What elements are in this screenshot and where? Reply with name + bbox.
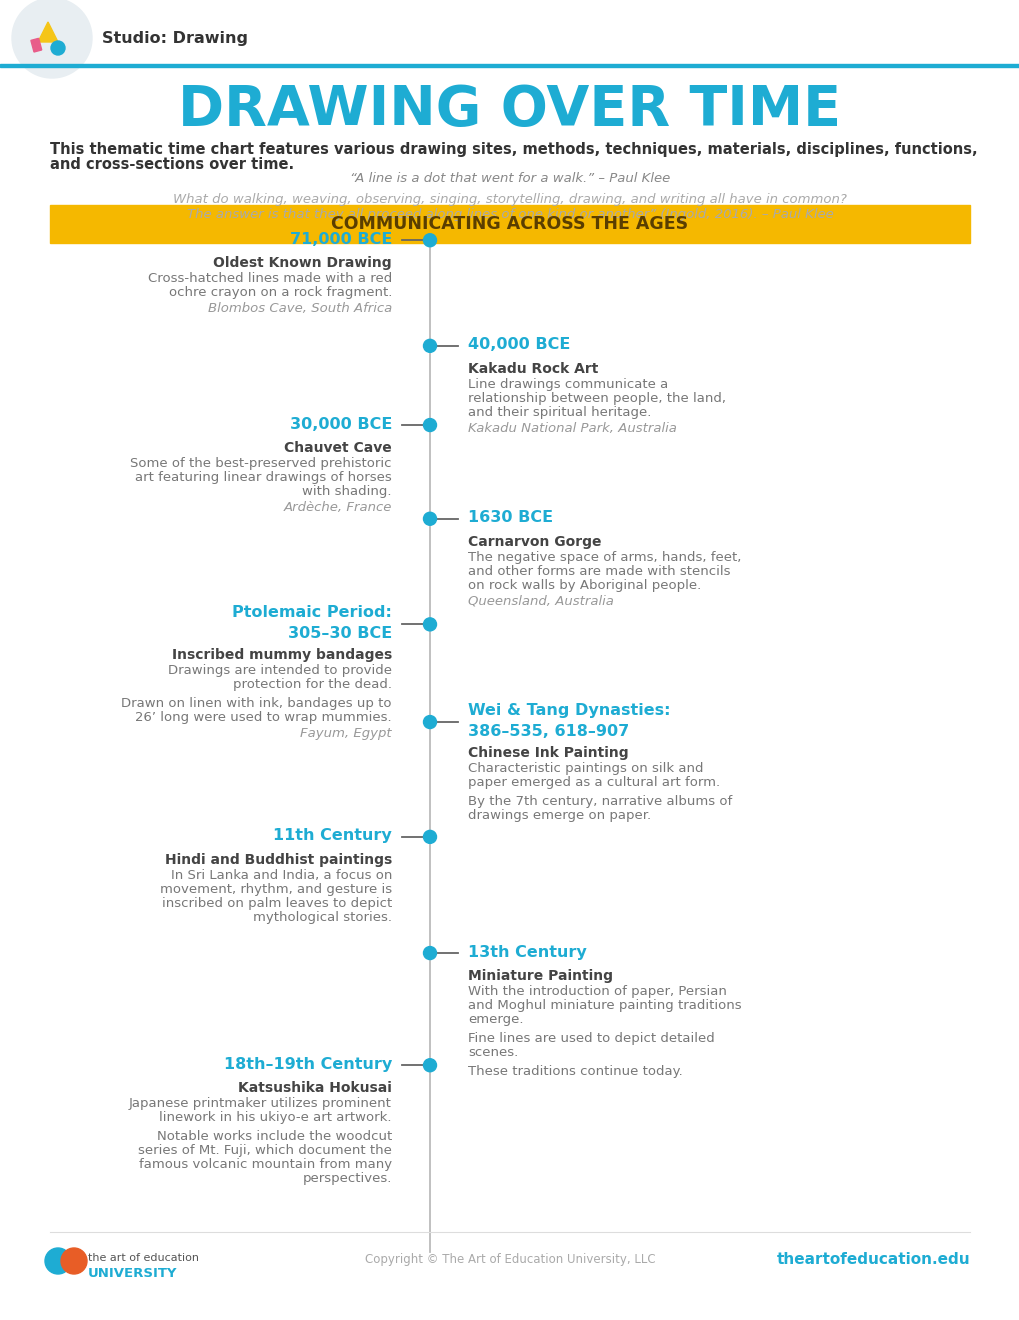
Text: famous volcanic mountain from many: famous volcanic mountain from many xyxy=(139,1158,391,1171)
Text: emerge.: emerge. xyxy=(468,1012,523,1026)
Text: Kakadu Rock Art: Kakadu Rock Art xyxy=(468,362,598,376)
Circle shape xyxy=(51,41,65,55)
Text: 11th Century: 11th Century xyxy=(273,829,391,843)
Circle shape xyxy=(423,830,436,843)
Text: 30,000 BCE: 30,000 BCE xyxy=(289,417,391,432)
Text: 18th–19th Century: 18th–19th Century xyxy=(223,1057,391,1072)
Text: 386–535, 618–907: 386–535, 618–907 xyxy=(468,725,629,739)
Text: Ardèche, France: Ardèche, France xyxy=(283,502,391,513)
Text: Characteristic paintings on silk and: Characteristic paintings on silk and xyxy=(468,762,703,775)
Text: 40,000 BCE: 40,000 BCE xyxy=(468,338,570,352)
Text: Blombos Cave, South Africa: Blombos Cave, South Africa xyxy=(208,302,391,315)
Circle shape xyxy=(423,512,436,525)
Text: Cross-hatched lines made with a red: Cross-hatched lines made with a red xyxy=(148,272,391,285)
Text: on rock walls by Aboriginal people.: on rock walls by Aboriginal people. xyxy=(468,578,701,591)
Text: Miniature Painting: Miniature Painting xyxy=(468,969,612,983)
Text: Studio: Drawing: Studio: Drawing xyxy=(102,30,248,45)
Text: paper emerged as a cultural art form.: paper emerged as a cultural art form. xyxy=(468,776,719,789)
Text: Notable works include the woodcut: Notable works include the woodcut xyxy=(157,1130,391,1143)
Text: Oldest Known Drawing: Oldest Known Drawing xyxy=(213,256,391,271)
Text: Fayum, Egypt: Fayum, Egypt xyxy=(300,727,391,741)
Text: drawings emerge on paper.: drawings emerge on paper. xyxy=(468,809,650,822)
Circle shape xyxy=(423,618,436,631)
Circle shape xyxy=(423,1059,436,1072)
Circle shape xyxy=(61,1247,87,1274)
Text: protection for the dead.: protection for the dead. xyxy=(232,678,391,692)
Text: 305–30 BCE: 305–30 BCE xyxy=(287,627,391,642)
Text: Inscribed mummy bandages: Inscribed mummy bandages xyxy=(171,648,391,663)
Text: Ptolemaic Period:: Ptolemaic Period: xyxy=(232,606,391,620)
Text: mythological stories.: mythological stories. xyxy=(253,911,391,924)
Text: Fine lines are used to depict detailed: Fine lines are used to depict detailed xyxy=(468,1032,714,1045)
Text: Queensland, Australia: Queensland, Australia xyxy=(468,595,613,607)
Text: Kakadu National Park, Australia: Kakadu National Park, Australia xyxy=(468,422,677,434)
Text: This thematic time chart features various drawing sites, methods, techniques, ma: This thematic time chart features variou… xyxy=(50,143,976,157)
Text: COMMUNICATING ACROSS THE AGES: COMMUNICATING ACROSS THE AGES xyxy=(331,215,688,234)
Text: Katsushika Hokusai: Katsushika Hokusai xyxy=(237,1081,391,1096)
Circle shape xyxy=(423,946,436,960)
Text: with shading.: with shading. xyxy=(303,484,391,498)
Text: By the 7th century, narrative albums of: By the 7th century, narrative albums of xyxy=(468,795,732,808)
Text: Line drawings communicate a: Line drawings communicate a xyxy=(468,378,667,391)
Text: Japanese printmaker utilizes prominent: Japanese printmaker utilizes prominent xyxy=(129,1097,391,1110)
Text: inscribed on palm leaves to depict: inscribed on palm leaves to depict xyxy=(162,896,391,909)
Text: the art of education: the art of education xyxy=(88,1253,199,1263)
Text: Drawn on linen with ink, bandages up to: Drawn on linen with ink, bandages up to xyxy=(121,697,391,710)
Circle shape xyxy=(45,1247,71,1274)
Circle shape xyxy=(12,0,92,78)
Circle shape xyxy=(423,418,436,432)
Text: Some of the best-preserved prehistoric: Some of the best-preserved prehistoric xyxy=(130,457,391,470)
Text: series of Mt. Fuji, which document the: series of Mt. Fuji, which document the xyxy=(138,1144,391,1158)
Text: “A line is a dot that went for a walk.” – Paul Klee: “A line is a dot that went for a walk.” … xyxy=(350,172,669,185)
Text: linework in his ukiyo-e art artwork.: linework in his ukiyo-e art artwork. xyxy=(159,1111,391,1125)
Circle shape xyxy=(423,339,436,352)
Text: The answer is that they all proceed along lines of one kind or another” (Ingold,: The answer is that they all proceed alon… xyxy=(186,209,833,220)
Text: Hindi and Buddhist paintings: Hindi and Buddhist paintings xyxy=(165,853,391,867)
Text: and other forms are made with stencils: and other forms are made with stencils xyxy=(468,565,730,578)
Bar xyxy=(50,205,969,243)
Text: Carnarvon Gorge: Carnarvon Gorge xyxy=(468,535,601,549)
Text: UNIVERSITY: UNIVERSITY xyxy=(88,1267,177,1280)
Text: and cross-sections over time.: and cross-sections over time. xyxy=(50,157,293,172)
Text: ochre crayon on a rock fragment.: ochre crayon on a rock fragment. xyxy=(168,286,391,300)
Circle shape xyxy=(423,234,436,247)
Text: and their spiritual heritage.: and their spiritual heritage. xyxy=(468,405,651,418)
Text: art featuring linear drawings of horses: art featuring linear drawings of horses xyxy=(136,471,391,484)
Text: Drawings are intended to provide: Drawings are intended to provide xyxy=(168,664,391,677)
Text: What do walking, weaving, observing, singing, storytelling, drawing, and writing: What do walking, weaving, observing, sin… xyxy=(173,193,846,206)
Text: scenes.: scenes. xyxy=(468,1045,518,1059)
Text: theartofeducation.edu: theartofeducation.edu xyxy=(775,1251,969,1266)
Text: Chinese Ink Painting: Chinese Ink Painting xyxy=(468,746,628,760)
Bar xyxy=(31,38,42,51)
Text: perspectives.: perspectives. xyxy=(303,1172,391,1185)
Text: relationship between people, the land,: relationship between people, the land, xyxy=(468,392,726,405)
Text: In Sri Lanka and India, a focus on: In Sri Lanka and India, a focus on xyxy=(170,869,391,882)
Text: movement, rhythm, and gesture is: movement, rhythm, and gesture is xyxy=(160,883,391,896)
Text: The negative space of arms, hands, feet,: The negative space of arms, hands, feet, xyxy=(468,550,741,564)
Text: With the introduction of paper, Persian: With the introduction of paper, Persian xyxy=(468,985,727,998)
Text: Copyright © The Art of Education University, LLC: Copyright © The Art of Education Univers… xyxy=(365,1253,654,1266)
Polygon shape xyxy=(38,22,58,42)
Text: 71,000 BCE: 71,000 BCE xyxy=(289,232,391,247)
Text: 13th Century: 13th Century xyxy=(468,945,586,960)
Text: Chauvet Cave: Chauvet Cave xyxy=(284,441,391,455)
Text: DRAWING OVER TIME: DRAWING OVER TIME xyxy=(178,83,841,137)
Circle shape xyxy=(423,715,436,729)
Text: 1630 BCE: 1630 BCE xyxy=(468,511,552,525)
Text: These traditions continue today.: These traditions continue today. xyxy=(468,1065,682,1078)
Text: Wei & Tang Dynasties:: Wei & Tang Dynasties: xyxy=(468,704,669,718)
Bar xyxy=(0,63,1019,67)
Text: 26’ long were used to wrap mummies.: 26’ long were used to wrap mummies. xyxy=(136,711,391,725)
Text: and Moghul miniature painting traditions: and Moghul miniature painting traditions xyxy=(468,999,741,1012)
